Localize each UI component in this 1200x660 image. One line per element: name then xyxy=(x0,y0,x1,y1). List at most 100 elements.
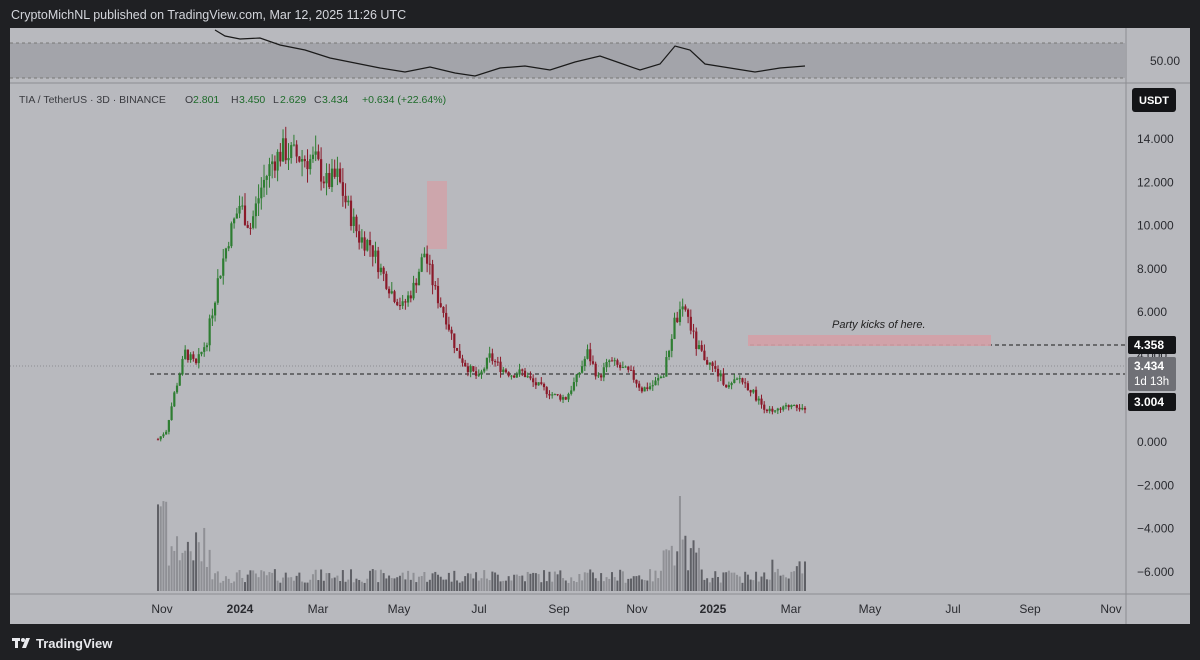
volume-bar xyxy=(502,580,505,591)
candle-body xyxy=(499,361,502,373)
candle-body xyxy=(502,369,505,373)
volume-bar xyxy=(415,582,418,591)
highlight-box xyxy=(427,181,447,249)
candle-body xyxy=(716,368,720,377)
volume-bar xyxy=(692,540,695,591)
candle-body xyxy=(159,436,162,440)
currency-button[interactable]: USDT xyxy=(1132,88,1176,112)
volume-bar xyxy=(488,580,491,591)
candle-body xyxy=(401,301,404,306)
price-tick-label: 6.000 xyxy=(1137,305,1167,319)
candle-body xyxy=(534,382,537,386)
candle-body xyxy=(727,385,730,388)
candle-body xyxy=(426,253,429,264)
time-tick-label: 2025 xyxy=(700,602,727,616)
volume-bar xyxy=(330,578,333,591)
volume-bar xyxy=(279,582,282,591)
candle-body xyxy=(572,382,576,391)
volume-bar xyxy=(765,579,768,591)
candle-body xyxy=(545,387,548,395)
candle-body xyxy=(241,205,244,207)
volume-bar xyxy=(195,532,198,591)
volume-bar xyxy=(779,575,782,591)
volume-bar xyxy=(159,506,162,591)
volume-bar xyxy=(510,580,513,591)
volume-bar xyxy=(192,560,195,591)
candles xyxy=(156,126,807,442)
candle-body xyxy=(518,369,521,375)
candle-body xyxy=(450,329,453,334)
volume-bar xyxy=(551,581,554,591)
volume-bar xyxy=(317,580,320,591)
volume-bar xyxy=(494,572,497,591)
volume-bar xyxy=(178,560,181,591)
volume-bar xyxy=(507,576,510,591)
tradingview-logo-icon[interactable] xyxy=(12,635,32,651)
candle-body xyxy=(703,350,706,361)
candle-body xyxy=(311,154,315,160)
volume-bar xyxy=(632,576,635,591)
candle-body xyxy=(224,248,228,259)
candle-body xyxy=(722,373,725,385)
volume-bar xyxy=(456,580,459,591)
volume-bar xyxy=(466,573,469,591)
candle-body xyxy=(292,144,296,146)
open-value: 2.801 xyxy=(193,94,219,106)
candle-body xyxy=(360,237,363,243)
low-value: 2.629 xyxy=(280,94,306,106)
candle-body xyxy=(469,366,472,373)
volume-bar xyxy=(442,579,445,591)
candle-body xyxy=(200,351,203,355)
volume-bar xyxy=(453,570,456,591)
candle-body xyxy=(303,159,306,162)
volume-bar xyxy=(684,535,687,591)
volume-bar xyxy=(575,582,578,591)
candle-body xyxy=(567,393,570,400)
candle-body xyxy=(385,273,388,289)
volume-bar xyxy=(540,582,543,591)
candle-body xyxy=(230,223,233,247)
candle-body xyxy=(363,237,366,251)
volume-bar xyxy=(295,575,298,591)
volume-bar xyxy=(227,578,230,591)
candle-body xyxy=(453,333,456,348)
volume-bar xyxy=(358,579,361,591)
volume-bar xyxy=(787,578,790,591)
candle-body xyxy=(733,379,736,383)
volume-bar xyxy=(654,570,657,591)
candle-body xyxy=(667,350,671,358)
support-tag: 3.004 xyxy=(1128,393,1176,411)
countdown-value: 1d 13h xyxy=(1134,376,1169,388)
candle-body xyxy=(434,285,437,287)
volume-bar xyxy=(760,576,763,591)
candle-body xyxy=(339,168,342,183)
volume-bar xyxy=(360,581,363,591)
volume-bar xyxy=(752,580,755,591)
candle-body xyxy=(306,161,309,170)
volume-bar xyxy=(379,569,382,591)
price-chart[interactable]: TIA / TetherUS · 3D · BINANCE O 2.801 H … xyxy=(10,28,1190,624)
candle-body xyxy=(491,353,494,362)
candle-body xyxy=(254,203,257,217)
time-tick-label: Nov xyxy=(1100,602,1121,616)
candle-body xyxy=(798,407,801,410)
volume-bar xyxy=(583,572,586,591)
candle-body xyxy=(624,366,627,368)
volume-bar xyxy=(472,578,475,591)
candle-body xyxy=(689,316,692,331)
volume-bar xyxy=(461,581,464,591)
volume-bar xyxy=(176,536,179,591)
volume-bar xyxy=(347,579,350,591)
candle-body xyxy=(455,347,459,351)
volume-bar xyxy=(396,577,399,591)
last-price-tag: 3.434 1d 13h xyxy=(1128,357,1176,391)
candle-body xyxy=(390,291,393,294)
candle-body xyxy=(627,366,630,370)
chart-frame[interactable]: TIA / TetherUS · 3D · BINANCE O 2.801 H … xyxy=(10,28,1190,624)
volume-bar xyxy=(184,550,187,591)
volume-bar xyxy=(532,572,535,591)
volume-bar xyxy=(458,582,461,591)
candle-body xyxy=(629,369,633,371)
candle-body xyxy=(281,138,285,162)
candle-body xyxy=(407,295,410,303)
